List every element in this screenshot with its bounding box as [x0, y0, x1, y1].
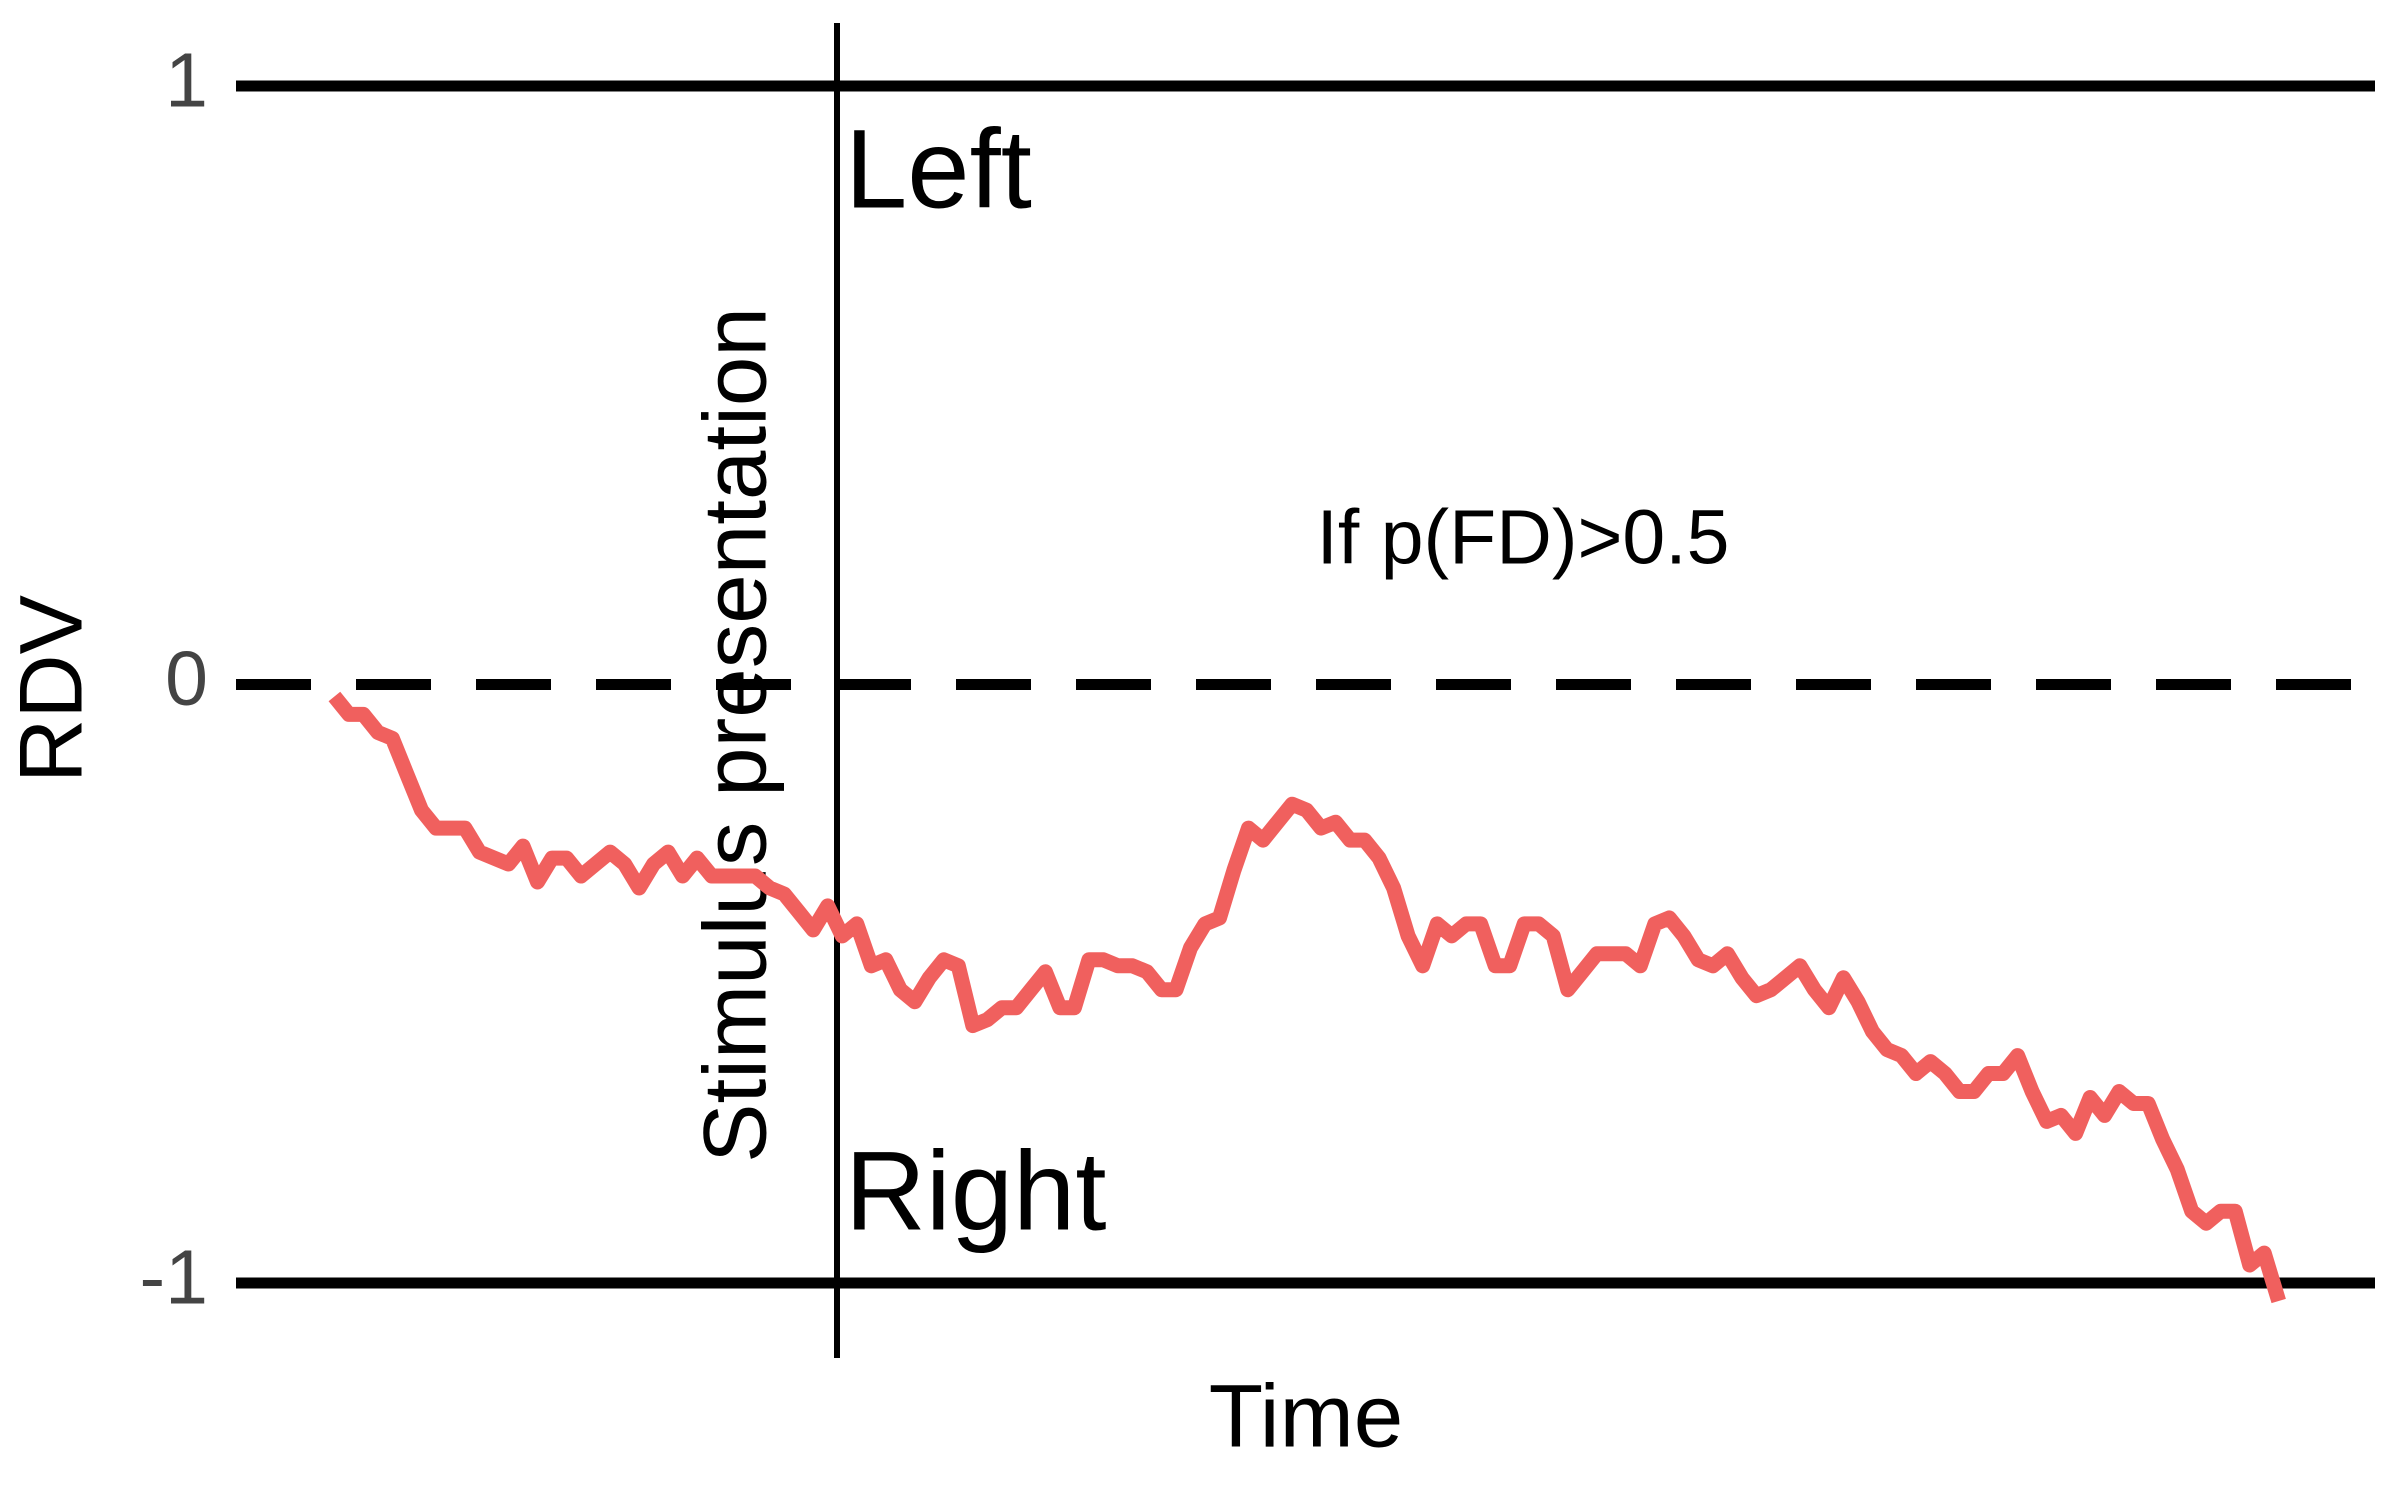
y-tick-label: 1 [165, 37, 208, 123]
annotation: Right [845, 1129, 1106, 1254]
annotation: If p(FD)>0.5 [1317, 494, 1730, 580]
y-axis-label: RDV [1, 595, 101, 783]
annotation: Left [845, 107, 1032, 232]
x-axis-label: Time [1209, 1366, 1403, 1466]
y-tick-label: -1 [140, 1234, 208, 1320]
y-tick-label: 0 [165, 636, 208, 722]
annotation: Stimulus presentation [685, 307, 785, 1163]
rdv-line [328, 691, 2286, 1304]
